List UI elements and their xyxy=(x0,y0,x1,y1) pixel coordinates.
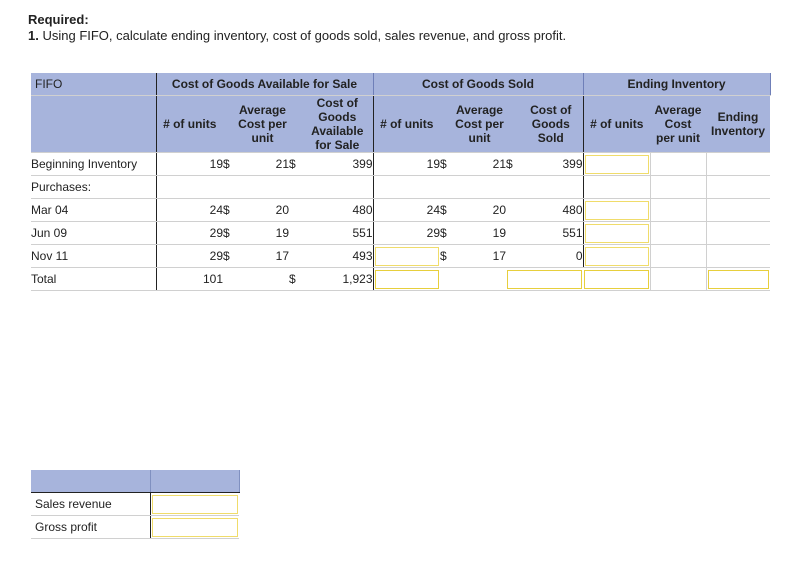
cgas-total-sum: 1,923 xyxy=(302,267,374,291)
row-label: Purchases: xyxy=(31,175,157,199)
table-row: Mar 04 24 $ 20 480 24 $ 20 480 xyxy=(31,198,770,222)
cgas-units: 29 xyxy=(156,244,223,268)
cgas-cost: 20 xyxy=(236,198,289,222)
cgas-avg-cost-header: Average Cost per unit xyxy=(223,95,302,153)
table-row: Nov 11 29 $ 17 493 $ 17 0 xyxy=(31,244,770,268)
dollar-sign: $ xyxy=(289,267,302,291)
cogs-cost: 21 xyxy=(453,152,506,176)
table-row: Gross profit xyxy=(31,515,239,539)
ending-inventory-total-input[interactable] xyxy=(706,267,770,291)
cgas-units: 24 xyxy=(156,198,223,222)
dollar-sign: $ xyxy=(289,152,302,176)
table-row-total: Total 101 $ 1,923 xyxy=(31,267,770,291)
ending-total-cell xyxy=(706,152,770,176)
dollar-sign: $ xyxy=(440,152,453,176)
cogs-total: 480 xyxy=(519,198,584,222)
cogs-units-total-input[interactable] xyxy=(373,267,440,291)
ending-units-input[interactable] xyxy=(583,198,651,222)
ending-cost-cell xyxy=(650,152,707,176)
cogs-cost: 17 xyxy=(453,244,506,268)
cgas-cost: 19 xyxy=(236,221,289,245)
row-label: Beginning Inventory xyxy=(31,152,157,176)
dollar-sign: $ xyxy=(440,198,453,222)
cogs-cost: 20 xyxy=(453,198,506,222)
fifo-corner-label: FIFO xyxy=(31,73,157,96)
ending-units-total-input[interactable] xyxy=(583,267,651,291)
cgas-units-header: # of units xyxy=(156,95,223,153)
row-label: Nov 11 xyxy=(31,244,157,268)
ending-avg-cost-header: Average Cost per unit xyxy=(650,95,706,153)
cogs-total-header: Cost of Goods Sold xyxy=(519,95,584,153)
fifo-table: FIFO Cost of Goods Available for Sale Co… xyxy=(31,73,771,291)
dollar-sign: $ xyxy=(223,198,236,222)
table-row: Sales revenue xyxy=(31,492,239,516)
cogs-total: 399 xyxy=(519,152,584,176)
row-label: Mar 04 xyxy=(31,198,157,222)
required-label: Required: xyxy=(28,12,89,27)
cgas-total: 493 xyxy=(302,244,374,268)
cogs-units: 29 xyxy=(373,221,440,245)
table-row: Beginning Inventory 19 $ 21 $ 399 19 $ 2… xyxy=(31,152,770,176)
gross-profit-label: Gross profit xyxy=(31,515,151,539)
cogs-cost: 19 xyxy=(453,221,506,245)
dollar-sign: $ xyxy=(506,152,519,176)
cgas-units: 29 xyxy=(156,221,223,245)
cogs-group-header: Cost of Goods Sold xyxy=(373,73,584,96)
cgas-total: 480 xyxy=(302,198,374,222)
cogs-units: 19 xyxy=(373,152,440,176)
cgas-units: 19 xyxy=(156,152,223,176)
row-label: Total xyxy=(31,267,157,291)
table-row: Purchases: xyxy=(31,175,770,199)
ending-units-input[interactable] xyxy=(583,244,651,268)
dollar-sign: $ xyxy=(223,221,236,245)
cgas-cost: 17 xyxy=(236,244,289,268)
cogs-total: 0 xyxy=(519,244,584,268)
cogs-units: 24 xyxy=(373,198,440,222)
cogs-total: 551 xyxy=(519,221,584,245)
sales-revenue-label: Sales revenue xyxy=(31,492,151,516)
cogs-avg-cost-header: Average Cost per unit xyxy=(440,95,519,153)
dollar-sign: $ xyxy=(440,221,453,245)
required-text: 1. Using FIFO, calculate ending inventor… xyxy=(28,28,566,43)
cgas-cost: 21 xyxy=(236,152,289,176)
required-body: Using FIFO, calculate ending inventory, … xyxy=(42,28,567,43)
dollar-sign: $ xyxy=(440,244,453,268)
cogs-total-input[interactable] xyxy=(506,267,583,291)
instructions: Required: 1. Using FIFO, calculate endin… xyxy=(28,12,566,43)
header-spacer xyxy=(31,95,157,153)
sales-revenue-input[interactable] xyxy=(150,492,239,516)
cgas-total: 399 xyxy=(302,152,374,176)
table-row: Jun 09 29 $ 19 551 29 $ 19 551 xyxy=(31,221,770,245)
cgas-units-total: 101 xyxy=(156,267,223,291)
ending-units-input[interactable] xyxy=(583,152,651,176)
ending-units-input[interactable] xyxy=(583,221,651,245)
gross-profit-input[interactable] xyxy=(150,515,239,539)
ending-total-header: Ending Inventory xyxy=(706,95,770,153)
dollar-sign: $ xyxy=(223,152,236,176)
cgas-total-header: Cost of Goods Available for Sale xyxy=(302,95,374,153)
ending-units-header: # of units xyxy=(583,95,650,153)
ending-group-header: Ending Inventory xyxy=(583,73,771,96)
cogs-units-header: # of units xyxy=(373,95,440,153)
row-label: Jun 09 xyxy=(31,221,157,245)
cogs-units-input[interactable] xyxy=(373,244,440,268)
required-number: 1. xyxy=(28,28,39,43)
dollar-sign: $ xyxy=(223,244,236,268)
summary-table: Sales revenue Gross profit xyxy=(31,470,240,539)
cgas-total: 551 xyxy=(302,221,374,245)
cgas-group-header: Cost of Goods Available for Sale xyxy=(156,73,374,96)
